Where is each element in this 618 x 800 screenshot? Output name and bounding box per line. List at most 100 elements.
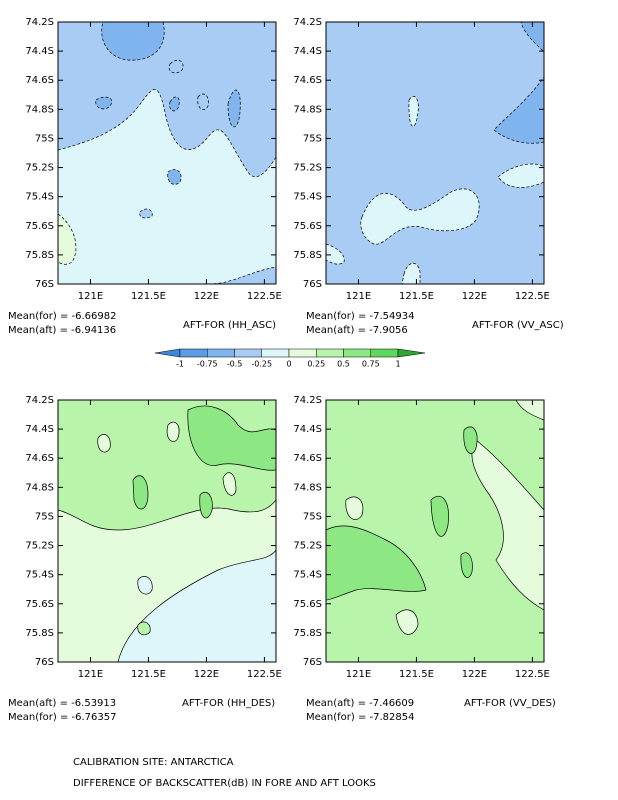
contour-region [430, 495, 449, 537]
colorbar-label: -1 [176, 360, 184, 369]
contour-region [137, 621, 151, 636]
contour-regions [326, 400, 544, 635]
x-tick-label: 121.5E [131, 669, 166, 680]
contour-region [58, 89, 276, 284]
x-tick-label: 121E [346, 669, 371, 680]
x-tick-label: 122.5E [247, 669, 282, 680]
y-tick-label: 74.4S [25, 424, 54, 435]
contour-region [117, 549, 276, 662]
contour-region [326, 243, 345, 265]
y-tick-label: 74.8S [25, 104, 54, 115]
contour-region [360, 188, 480, 245]
contour-region [408, 96, 419, 127]
mean-annotation: Mean(aft) = -7.9056 [306, 325, 408, 336]
y-tick-label: 75.4S [293, 570, 322, 581]
contour-regions [58, 405, 276, 662]
mean-annotation: Mean(aft) = -7.46609 [306, 698, 414, 709]
contour-base [326, 22, 544, 284]
y-tick-label: 74.6S [25, 453, 54, 464]
contour-region [199, 491, 213, 519]
contour-region [326, 525, 427, 601]
contour-region [497, 163, 544, 188]
contour-region [95, 96, 113, 110]
contour-region [222, 472, 237, 496]
contour-regions [326, 22, 544, 284]
contour-region [460, 552, 473, 578]
y-tick-label: 76S [303, 657, 322, 668]
y-tick-label: 75.8S [293, 250, 322, 261]
mean-annotation: Mean(for) = -7.82854 [306, 712, 415, 723]
colorbar-label: 1 [395, 360, 400, 369]
mean-annotation: Mean(aft) = -6.53913 [8, 698, 116, 709]
y-tick-label: 75S [35, 133, 54, 144]
y-tick-label: 74.2S [25, 17, 54, 28]
contour-regions [58, 22, 276, 284]
y-tick-label: 75.4S [25, 570, 54, 581]
contour-region [169, 96, 180, 112]
y-tick-label: 75.6S [293, 221, 322, 232]
contour-region [345, 496, 364, 520]
mean-annotation: Mean(for) = -6.66982 [8, 311, 117, 322]
y-tick-label: 75.8S [25, 628, 54, 639]
y-tick-label: 75.2S [25, 163, 54, 174]
y-tick-label: 75.6S [25, 599, 54, 610]
x-tick-label: 122.5E [247, 291, 282, 302]
y-tick-label: 75.2S [293, 541, 322, 552]
x-tick-label: 121E [78, 669, 103, 680]
contour-region [168, 59, 184, 74]
y-tick-label: 74.6S [25, 75, 54, 86]
contour-region [101, 22, 165, 61]
y-tick-label: 75.4S [293, 192, 322, 203]
y-tick-label: 74.2S [293, 17, 322, 28]
plot-frame [57, 21, 277, 285]
y-tick-label: 74.8S [25, 482, 54, 493]
y-tick-label: 74.4S [293, 46, 322, 57]
contour-region [520, 22, 544, 53]
contour-region [58, 213, 77, 265]
y-tick-label: 75.2S [293, 163, 322, 174]
contour-region [515, 400, 544, 421]
contour-region [97, 434, 111, 453]
contour-region [395, 609, 419, 635]
colorbar-label: -0.25 [251, 360, 272, 369]
contour-region [166, 421, 180, 442]
y-tick-label: 76S [35, 279, 54, 290]
y-tick-label: 74.4S [25, 46, 54, 57]
mean-annotation: Mean(for) = -7.54934 [306, 311, 415, 322]
x-tick-label: 122E [462, 669, 487, 680]
mean-annotation: Mean(aft) = -6.94136 [8, 325, 116, 336]
x-tick-label: 121.5E [131, 291, 166, 302]
colorbar-bin [261, 348, 290, 358]
y-tick-label: 75S [35, 511, 54, 522]
colorbar-label: 0.25 [307, 360, 325, 369]
contour-region [463, 426, 478, 454]
colorbar-bin [316, 348, 344, 358]
colorbar-bin [343, 348, 371, 358]
plot-frame [325, 399, 545, 663]
contour-field [326, 400, 544, 662]
y-tick-label: 75.4S [25, 192, 54, 203]
contour-region [401, 262, 421, 284]
y-tick-label: 75.8S [25, 250, 54, 261]
colorbar-bin [370, 348, 399, 358]
y-tick-label: 76S [303, 279, 322, 290]
colorbar-bin [207, 348, 235, 358]
panel-title: AFT-FOR (HH_ASC) [183, 320, 276, 331]
contour-region [471, 439, 544, 611]
y-tick-label: 74.6S [293, 453, 322, 464]
colorbar-label: 0 [286, 360, 291, 369]
colorbar-label: 0.5 [337, 360, 350, 369]
y-tick-label: 74.4S [293, 424, 322, 435]
y-tick-label: 74.2S [293, 395, 322, 406]
y-tick-label: 75.2S [25, 541, 54, 552]
y-tick-label: 74.2S [25, 395, 54, 406]
footer-line: CALIBRATION SITE: ANTARCTICA [73, 757, 234, 768]
contour-region [132, 475, 149, 510]
x-tick-label: 121E [346, 291, 371, 302]
contour-field [326, 22, 544, 284]
colorbar-bin [179, 348, 208, 358]
x-tick-label: 122E [194, 291, 219, 302]
contour-region [139, 208, 153, 219]
x-tick-label: 121E [78, 291, 103, 302]
colorbar-label: 0.75 [362, 360, 380, 369]
